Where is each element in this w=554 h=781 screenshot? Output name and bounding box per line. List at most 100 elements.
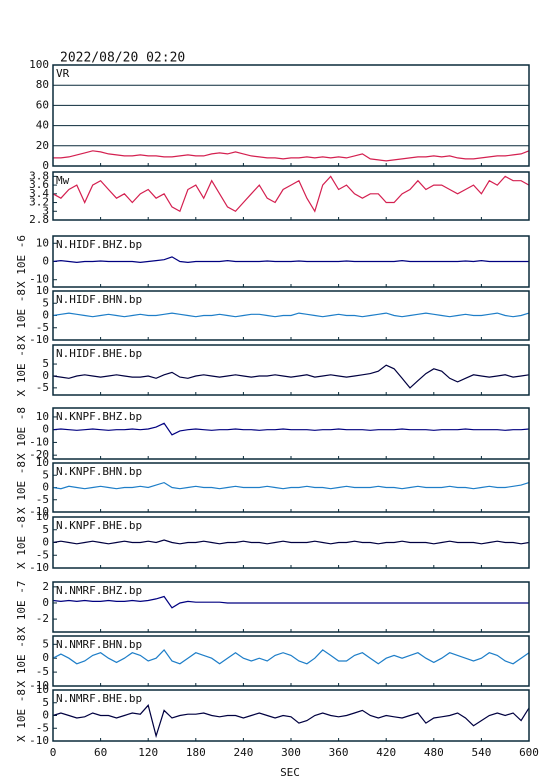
x-axis-label: SEC: [280, 766, 300, 779]
panel-frame: [52, 64, 530, 167]
trace: [52, 175, 530, 213]
y-tick-label: 5: [42, 523, 49, 536]
x-tick-label: 420: [376, 746, 396, 759]
y-tick-label: 10: [36, 410, 49, 423]
y-axis-label: X 10E -8: [15, 407, 28, 460]
y-tick-label: 0: [42, 369, 49, 382]
y-tick-label: 0: [42, 651, 49, 664]
y-tick-label: -10: [29, 435, 49, 448]
x-tick-label: 600: [519, 746, 539, 759]
y-tick-label: 2: [42, 580, 49, 593]
y-tick-label: 60: [36, 98, 49, 111]
y-tick-label: 10: [36, 236, 49, 249]
panel-label: N.NMRF.BHN.bp: [56, 638, 142, 651]
trace: [52, 539, 530, 545]
panel-frame: [52, 290, 530, 341]
y-tick-label: -10: [29, 734, 49, 747]
y-tick-label: 3: [42, 204, 49, 217]
x-tick-label: 180: [186, 746, 206, 759]
y-tick-label: 10: [36, 284, 49, 297]
x-tick-label: 0: [50, 746, 57, 759]
panel-frame: [52, 235, 530, 288]
y-axis-label: X 10E -7: [15, 581, 28, 634]
y-axis-label: X 10E -8: [15, 289, 28, 342]
x-tick-label: 480: [424, 746, 444, 759]
y-tick-label: 0: [42, 709, 49, 722]
y-tick-label: 10: [36, 456, 49, 469]
y-tick-label: 0: [42, 309, 49, 322]
x-tick-label: 120: [138, 746, 158, 759]
y-axis-label: X 10E -8: [15, 344, 28, 397]
panel-label: N.NMRF.BHZ.bp: [56, 584, 142, 597]
x-tick-label: 300: [281, 746, 301, 759]
trace: [52, 422, 530, 436]
header-time: 2022/08/20 02:20: [60, 51, 185, 66]
y-tick-label: 0: [42, 481, 49, 494]
y-tick-label: -5: [36, 665, 49, 678]
y-tick-label: -10: [29, 333, 49, 346]
y-tick-label: 5: [42, 296, 49, 309]
trace: [52, 481, 530, 490]
y-tick-label: 5: [42, 696, 49, 709]
panel-frame: [52, 635, 530, 687]
panel-label: N.KNPF.BHN.bp: [56, 465, 142, 478]
y-tick-label: 0: [42, 596, 49, 609]
y-tick-label: -20: [29, 448, 49, 461]
y-tick-label: 3.6: [29, 178, 49, 191]
panel-label: VR: [56, 67, 70, 80]
panel-frame: [52, 689, 530, 742]
y-tick-label: 5: [42, 468, 49, 481]
panel-frame: [52, 171, 530, 221]
trace: [52, 256, 529, 264]
y-tick-label: 0: [42, 423, 49, 436]
y-tick-label: 10: [36, 510, 49, 523]
x-tick-label: 240: [233, 746, 253, 759]
y-tick-label: -10: [29, 561, 49, 574]
y-tick-label: 3.4: [29, 187, 49, 200]
y-tick-label: -10: [29, 273, 49, 286]
y-tick-label: -2: [36, 612, 49, 625]
trace: [52, 595, 529, 609]
panel-label: N.HIDF.BHN.bp: [56, 293, 142, 306]
y-tick-label: -5: [36, 493, 49, 506]
panel-label: N.KNPF.BHZ.bp: [56, 410, 142, 423]
panel-frame: [52, 581, 530, 633]
y-tick-label: 0: [42, 255, 49, 268]
trace: [52, 312, 530, 318]
trace: [53, 150, 530, 162]
panel-frame: [52, 462, 530, 513]
x-tick-label: 60: [94, 746, 107, 759]
trace: [52, 704, 530, 739]
y-tick-label: 80: [36, 78, 49, 91]
panel-label: N.KNPF.BHE.bp: [56, 519, 142, 532]
y-axis-label: X 10E -8: [15, 689, 28, 742]
y-tick-label: 100: [29, 58, 49, 71]
y-tick-label: -10: [29, 679, 49, 692]
y-tick-label: -10: [29, 505, 49, 518]
y-tick-label: 0: [42, 536, 49, 549]
y-tick-label: 2.8: [29, 213, 49, 226]
x-tick-label: 540: [471, 746, 491, 759]
panel-frame: [52, 516, 530, 569]
trace: [52, 364, 530, 389]
panel-frame: [52, 344, 530, 396]
y-tick-label: -5: [36, 381, 49, 394]
y-tick-label: -5: [36, 548, 49, 561]
y-axis-label: X 10E -8: [15, 461, 28, 514]
y-tick-label: 40: [36, 119, 49, 132]
panel-label: N.HIDF.BHZ.bp: [56, 238, 142, 251]
trace: [52, 648, 530, 665]
y-tick-label: 0: [42, 159, 49, 172]
y-tick-label: -5: [36, 321, 49, 334]
panel-label: N.HIDF.BHE.bp: [56, 347, 142, 360]
y-tick-label: 20: [36, 139, 49, 152]
y-tick-label: 3.2: [29, 196, 49, 209]
y-tick-label: 3.8: [29, 169, 49, 182]
y-tick-label: 10: [36, 683, 49, 696]
y-tick-label: 5: [42, 637, 49, 650]
y-axis-label: X 10E -8: [15, 635, 28, 688]
y-axis-label: X 10E -8: [15, 516, 28, 569]
x-tick-label: 360: [329, 746, 349, 759]
y-tick-label: 5: [42, 357, 49, 370]
